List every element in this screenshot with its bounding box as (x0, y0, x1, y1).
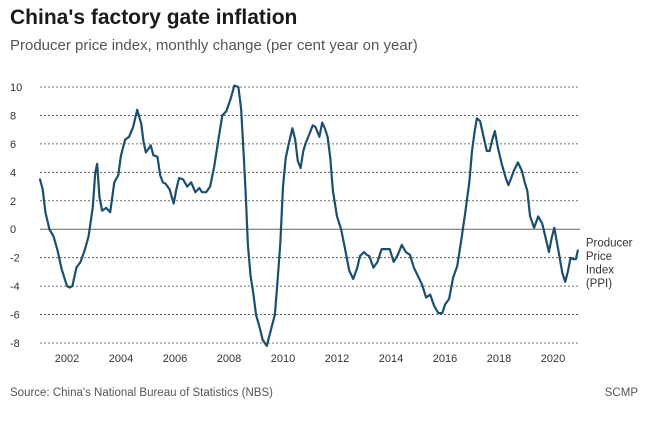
series-label-line: Price (586, 251, 612, 263)
chart-subtitle: Producer price index, monthly change (pe… (10, 37, 418, 54)
series-label-line: Producer (586, 238, 633, 250)
y-tick-label: -8 (10, 338, 20, 350)
x-tick-label: 2020 (541, 353, 565, 365)
y-tick-label: 6 (10, 139, 16, 151)
series-label-line: (PPI) (586, 278, 612, 290)
x-tick-label: 2006 (163, 353, 187, 365)
source-note: Source: China's National Bureau of Stati… (10, 387, 273, 399)
y-tick-label: -4 (10, 281, 20, 293)
x-tick-label: 2010 (271, 353, 295, 365)
y-tick-label: 8 (10, 110, 16, 122)
y-tick-label: 10 (10, 82, 22, 94)
y-tick-label: -2 (10, 253, 20, 265)
x-tick-label: 2018 (487, 353, 511, 365)
series-label-line: Index (586, 265, 614, 277)
x-tick-label: 2008 (217, 353, 241, 365)
gridlines (40, 86, 580, 344)
y-axis-ticks: -8 -6 -4 -2 0 2 4 6 8 10 (10, 82, 22, 350)
y-tick-label: 2 (10, 196, 16, 208)
brand-label: SCMP (604, 387, 638, 399)
x-tick-label: 2002 (55, 353, 79, 365)
x-tick-label: 2004 (109, 353, 133, 365)
x-tick-label: 2014 (379, 353, 403, 365)
series-line-ppi (38, 84, 579, 347)
x-axis-ticks: 2002 2004 2006 2008 2010 2012 2014 2016 2018 2020 (55, 353, 565, 365)
chart-title: China's factory gate inflation (10, 6, 298, 29)
y-tick-label: -6 (10, 310, 20, 322)
x-tick-label: 2016 (433, 353, 457, 365)
x-tick-label: 2012 (325, 353, 349, 365)
y-tick-label: 4 (10, 167, 16, 179)
y-tick-label: 0 (10, 224, 16, 236)
series-layer (38, 84, 579, 347)
